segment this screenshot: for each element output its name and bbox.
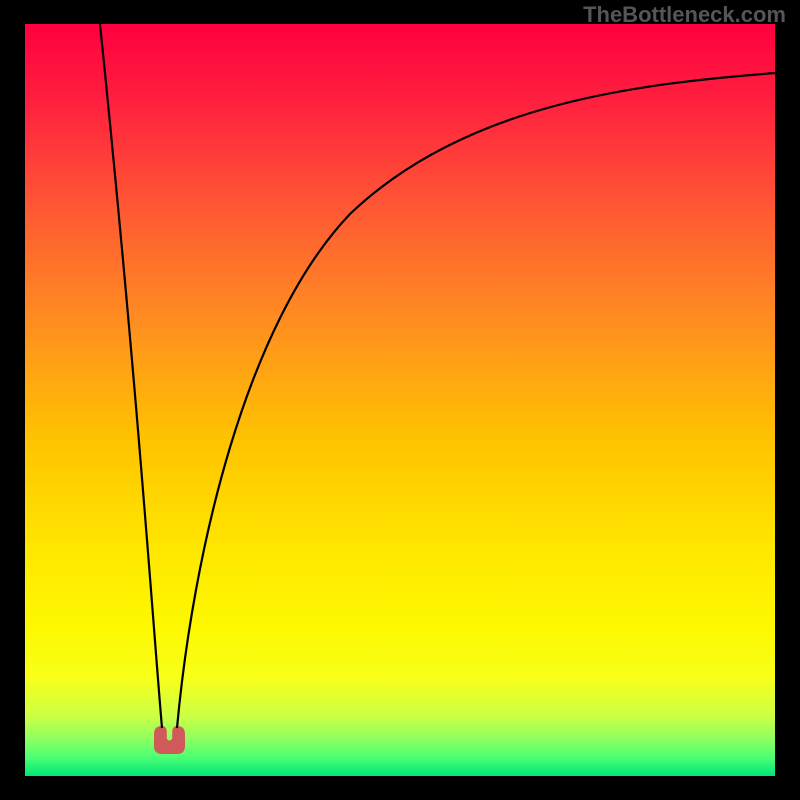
plot-svg: [25, 24, 775, 776]
figure-container: TheBottleneck.com: [0, 0, 800, 800]
gradient-background: [25, 24, 775, 776]
watermark-text: TheBottleneck.com: [583, 2, 786, 28]
plot-area: [25, 24, 775, 776]
